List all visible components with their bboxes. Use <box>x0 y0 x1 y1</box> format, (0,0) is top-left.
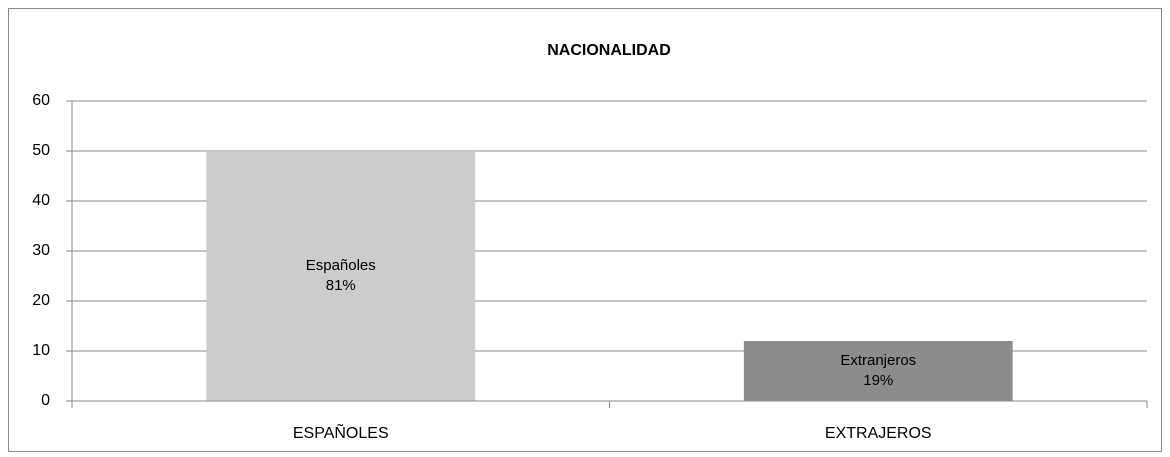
bar <box>743 341 1013 401</box>
bar-label: Extranjeros <box>840 352 916 369</box>
bar <box>206 151 476 401</box>
y-tick-label: 60 <box>32 92 50 109</box>
chart-title: NACIONALIDAD <box>547 42 671 59</box>
y-tick-label: 10 <box>32 342 50 359</box>
y-tick-label: 30 <box>32 242 50 259</box>
y-tick-label: 0 <box>41 392 50 409</box>
bar-label: 81% <box>326 277 356 294</box>
y-tick-label: 40 <box>32 192 50 209</box>
y-tick-label: 50 <box>32 142 50 159</box>
x-tick-label: EXTRAJEROS <box>825 425 932 442</box>
bar-label: Españoles <box>306 257 376 274</box>
bar-label: 19% <box>863 372 893 389</box>
y-tick-label: 20 <box>32 292 50 309</box>
x-tick-label: ESPAÑOLES <box>293 422 389 442</box>
